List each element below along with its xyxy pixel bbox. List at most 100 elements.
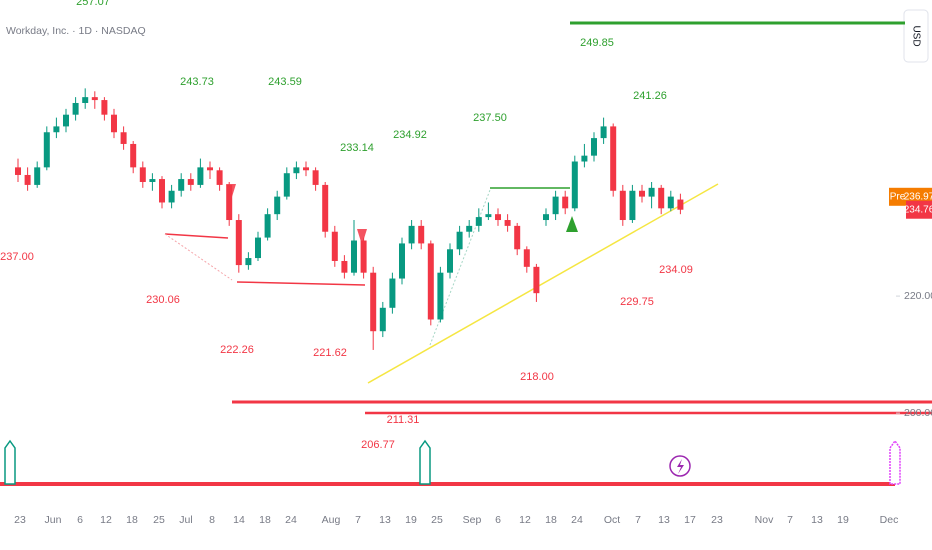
candle-body — [533, 266, 540, 294]
low-label: 234.09 — [659, 264, 693, 276]
candle-body — [283, 173, 290, 197]
candle-body — [111, 114, 117, 133]
candle-body — [677, 199, 684, 210]
candle-body — [197, 167, 204, 185]
x-tick-label: 18 — [545, 514, 557, 526]
x-tick-label: 17 — [684, 514, 696, 526]
high-label: 249.85 — [580, 37, 614, 49]
candle-body — [216, 170, 223, 185]
x-tick-label: 19 — [837, 514, 849, 526]
candle-body — [82, 97, 89, 103]
x-tick-label: 7 — [787, 514, 793, 526]
candle-body — [187, 179, 194, 185]
low-label: 229.75 — [620, 296, 654, 308]
candle-body — [514, 225, 521, 250]
x-tick-label: 8 — [209, 514, 215, 526]
x-tick-label: 12 — [519, 514, 531, 526]
candle-body — [91, 97, 98, 101]
candle-body — [370, 272, 377, 332]
candle-body — [523, 249, 530, 267]
y-tick-label: 200.00 — [904, 407, 932, 419]
pre-price-label: 236.97 — [904, 191, 932, 202]
x-tick-label: Aug — [322, 514, 341, 526]
candle-body — [447, 249, 453, 273]
candle-body — [600, 126, 607, 139]
pre-tag-label: Pre — [890, 191, 906, 202]
high-label: 233.14 — [340, 142, 374, 154]
x-tick-label: Sep — [463, 514, 482, 526]
candle-body — [389, 278, 396, 308]
candle-body — [101, 100, 108, 115]
candle-body — [495, 214, 501, 221]
candle-body — [360, 240, 367, 273]
candle-body — [168, 190, 175, 203]
candle-body — [408, 225, 415, 244]
currency-label: USD — [910, 25, 921, 46]
candle-body — [235, 220, 242, 266]
candle-body — [149, 179, 156, 182]
x-tick-label: 24 — [285, 514, 297, 526]
candle-body — [351, 240, 357, 273]
candle-body — [591, 138, 597, 156]
candle-body — [53, 126, 60, 133]
x-tick-label: 18 — [126, 514, 138, 526]
pre-tag — [889, 187, 906, 206]
candle-body — [303, 167, 309, 171]
candle-body — [130, 143, 137, 168]
candle-body — [120, 132, 127, 144]
candle-body — [341, 260, 348, 273]
candle-body — [245, 258, 252, 266]
x-tick-label: Jul — [179, 514, 192, 526]
candle-body — [139, 167, 146, 182]
low-label: 222.26 — [220, 344, 254, 356]
event-icon[interactable] — [4, 439, 901, 485]
low-label: 237.00 — [0, 251, 34, 263]
candle-body — [610, 126, 617, 191]
high-label: 243.73 — [180, 76, 214, 88]
candle-body — [466, 225, 473, 232]
candle-body — [639, 190, 645, 197]
low-label: 221.62 — [313, 347, 347, 359]
high-label: 257.07 — [76, 0, 110, 8]
candle-body — [629, 190, 636, 221]
x-tick-label: 13 — [811, 514, 823, 526]
x-tick-label: 14 — [233, 514, 245, 526]
currency-button[interactable] — [903, 9, 929, 63]
x-tick-label: 6 — [77, 514, 83, 526]
x-tick-label: 18 — [259, 514, 271, 526]
candle-body — [648, 187, 655, 197]
candle-body — [485, 214, 492, 218]
x-tick-label: Oct — [604, 514, 620, 526]
candle-body — [15, 167, 21, 175]
trend-line — [367, 183, 719, 384]
level-line — [236, 281, 366, 286]
high-label: 243.59 — [268, 76, 302, 88]
signal-down — [357, 229, 367, 245]
x-tick-label: 24 — [571, 514, 583, 526]
x-tick-label: 25 — [431, 514, 443, 526]
high-label: 237.50 — [473, 112, 507, 124]
candle-body — [274, 196, 281, 215]
last-price-label: 234.76 — [904, 204, 932, 215]
y-tick-label: 220.00 — [904, 290, 932, 302]
x-tick-label: 23 — [711, 514, 723, 526]
candle-body — [456, 231, 463, 250]
candle-body — [63, 114, 69, 127]
candle-body — [207, 167, 213, 171]
x-tick-label: Dec — [880, 514, 899, 526]
candle-body — [427, 243, 434, 320]
connector — [164, 233, 233, 281]
candle-body — [581, 155, 588, 162]
candle-body — [475, 217, 482, 226]
candle-body — [43, 132, 50, 168]
candle-body — [24, 174, 31, 185]
high-label: 234.92 — [393, 129, 427, 141]
candle-body — [72, 102, 79, 115]
level-line — [164, 233, 229, 239]
x-tick-label: 23 — [14, 514, 26, 526]
candle-body — [178, 179, 185, 191]
candle-body — [552, 196, 559, 215]
candle-body — [437, 272, 444, 320]
